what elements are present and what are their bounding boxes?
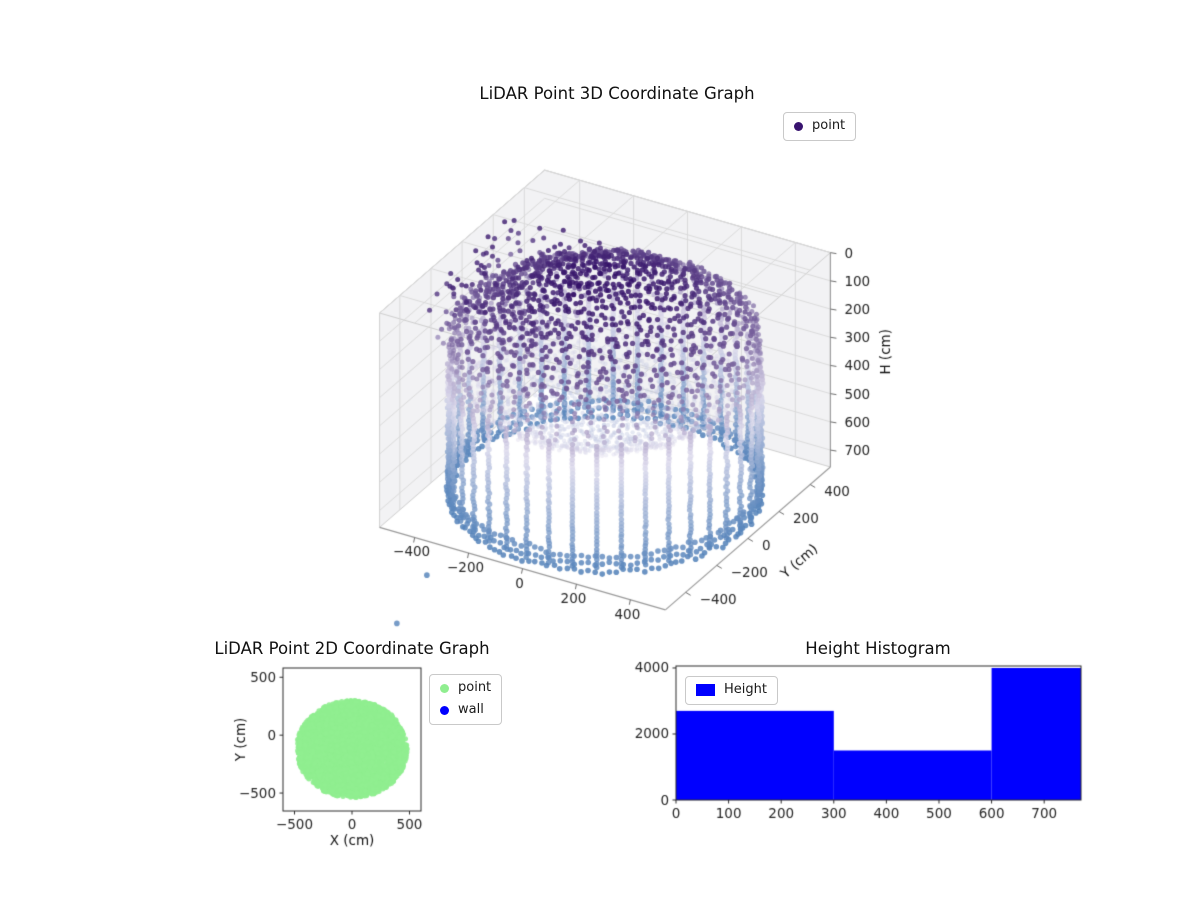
legend-entry-height: Height [696,681,767,700]
legend-entry-point: point [440,679,491,698]
histogram-title: Height Histogram [805,639,951,658]
wall-marker-icon [440,705,449,715]
legend-label-wall: wall [458,701,484,717]
chart3d-legend: point [783,112,857,141]
legend-entry-point: point [794,117,845,136]
legend-entry-wall: wall [440,701,491,720]
point-marker-icon [794,121,803,131]
chart2d-legend: point wall [429,674,503,725]
chart3d-title: LiDAR Point 3D Coordinate Graph [479,84,755,103]
legend-label-height: Height [724,682,767,697]
legend-label-point: point [458,680,492,695]
point-marker-icon [440,683,449,693]
height-marker-icon [696,684,715,697]
histogram-legend: Height [685,676,778,705]
legend-label-point: point [812,118,846,133]
chart2d-title: LiDAR Point 2D Coordinate Graph [214,639,490,658]
